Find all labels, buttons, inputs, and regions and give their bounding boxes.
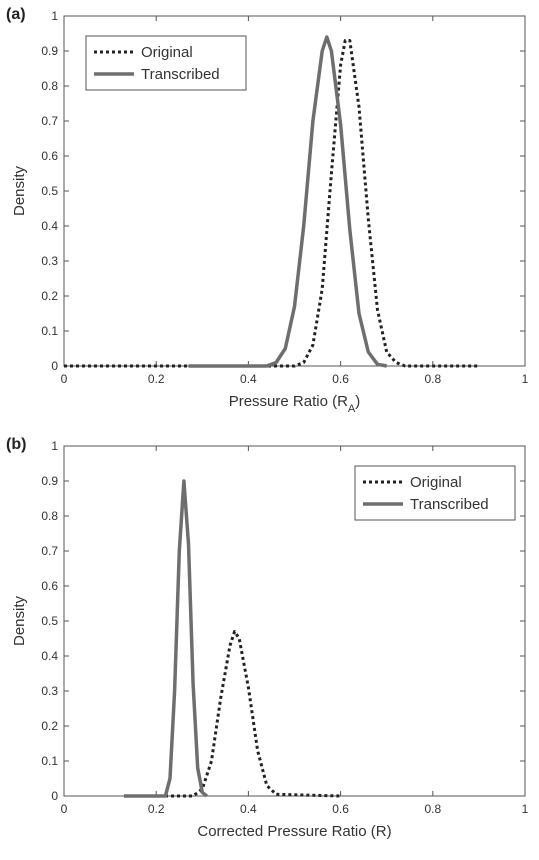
x-axis-title-close-a: ) bbox=[355, 393, 360, 410]
chart-panel-a: (a) 0 0.2 0.4 0.6 0.8 1 0 0.1 0.2 0.3 0.4 0.5 0.6 0.7… bbox=[6, 6, 529, 415]
legend-a: Original Transcribed bbox=[85, 35, 247, 91]
legend-label-transcribed-a: Transcribed bbox=[141, 66, 220, 83]
x-tick-label-b: 0.6 bbox=[332, 802, 349, 816]
series-line-original-b bbox=[147, 630, 341, 798]
x-tick-label-b: 0.8 bbox=[424, 802, 441, 816]
x-tick-label-a: 0.4 bbox=[240, 372, 257, 386]
y-tick-label-a: 0.5 bbox=[41, 184, 58, 198]
legend-label-original-a: Original bbox=[141, 44, 193, 61]
series-line-transcribed-b bbox=[123, 479, 208, 798]
y-tick-label-a: 1 bbox=[51, 9, 58, 23]
x-tick-label-a: 1 bbox=[522, 372, 529, 386]
y-tick-label-a: 0.9 bbox=[41, 44, 58, 58]
y-tick-label-b: 1 bbox=[51, 439, 58, 453]
series-line-transcribed-a bbox=[188, 35, 388, 368]
y-axis-title-a: Density bbox=[11, 165, 28, 216]
y-tick-label-b: 0.8 bbox=[41, 509, 58, 523]
y-tick-label-a: 0 bbox=[51, 359, 58, 373]
y-tick-label-a: 0.3 bbox=[41, 254, 58, 268]
y-tick-label-a: 0.1 bbox=[41, 324, 58, 338]
y-tick-label-b: 0.9 bbox=[41, 474, 58, 488]
legend-box-b bbox=[354, 465, 516, 521]
x-axis-title-b: Corrected Pressure Ratio (R) bbox=[197, 823, 391, 840]
x-tick-label-b: 0.2 bbox=[148, 802, 165, 816]
y-tick-label-b: 0.2 bbox=[41, 719, 58, 733]
x-axis-title-a: Pressure Ratio (RA) bbox=[229, 393, 361, 415]
y-tick-label-a: 0.4 bbox=[41, 219, 58, 233]
legend-label-transcribed-b: Transcribed bbox=[410, 496, 489, 513]
legend-box-a bbox=[85, 35, 247, 91]
x-axis-title-subscript-a: A bbox=[348, 403, 356, 415]
chart-b-svg: 0 0.2 0.4 0.6 0.8 1 0 0.1 0.2 0.3 0.4 0.5 0.6 0.7 0.8 0… bbox=[11, 439, 529, 840]
x-tick-label-a: 0.2 bbox=[148, 372, 165, 386]
panel-label-b: (b) bbox=[6, 436, 27, 453]
y-tick-label-b: 0 bbox=[51, 789, 58, 803]
x-tick-label-a: 0 bbox=[61, 372, 68, 386]
chart-a-svg: 0 0.2 0.4 0.6 0.8 1 0 0.1 0.2 0.3 0.4 0.5 0.6 0.7 0.8 0… bbox=[11, 9, 529, 415]
y-tick-label-a: 0.2 bbox=[41, 289, 58, 303]
y-tick-label-a: 0.6 bbox=[41, 149, 58, 163]
y-tick-label-b: 0.5 bbox=[41, 614, 58, 628]
x-tick-label-a: 0.6 bbox=[332, 372, 349, 386]
x-tick-label-b: 0.4 bbox=[240, 802, 257, 816]
x-tick-label-b: 1 bbox=[522, 802, 529, 816]
y-tick-label-b: 0.3 bbox=[41, 684, 58, 698]
y-axis-title-b: Density bbox=[11, 595, 28, 646]
x-tick-label-b: 0 bbox=[61, 802, 68, 816]
y-tick-label-b: 0.4 bbox=[41, 649, 58, 663]
y-tick-label-a: 0.7 bbox=[41, 114, 58, 128]
y-tick-label-a: 0.8 bbox=[41, 79, 58, 93]
y-tick-label-b: 0.6 bbox=[41, 579, 58, 593]
panel-label-a: (a) bbox=[6, 6, 26, 23]
y-tick-label-b: 0.7 bbox=[41, 544, 58, 558]
y-tick-label-b: 0.1 bbox=[41, 754, 58, 768]
x-tick-label-a: 0.8 bbox=[424, 372, 441, 386]
legend-label-original-b: Original bbox=[410, 474, 462, 491]
chart-panel-b: (b) 0 0.2 0.4 0.6 0.8 1 0 0.1 0.2 0.3 0.4 0.5 0.6 0.7… bbox=[0, 430, 539, 860]
legend-b: Original Transcribed bbox=[354, 465, 516, 521]
